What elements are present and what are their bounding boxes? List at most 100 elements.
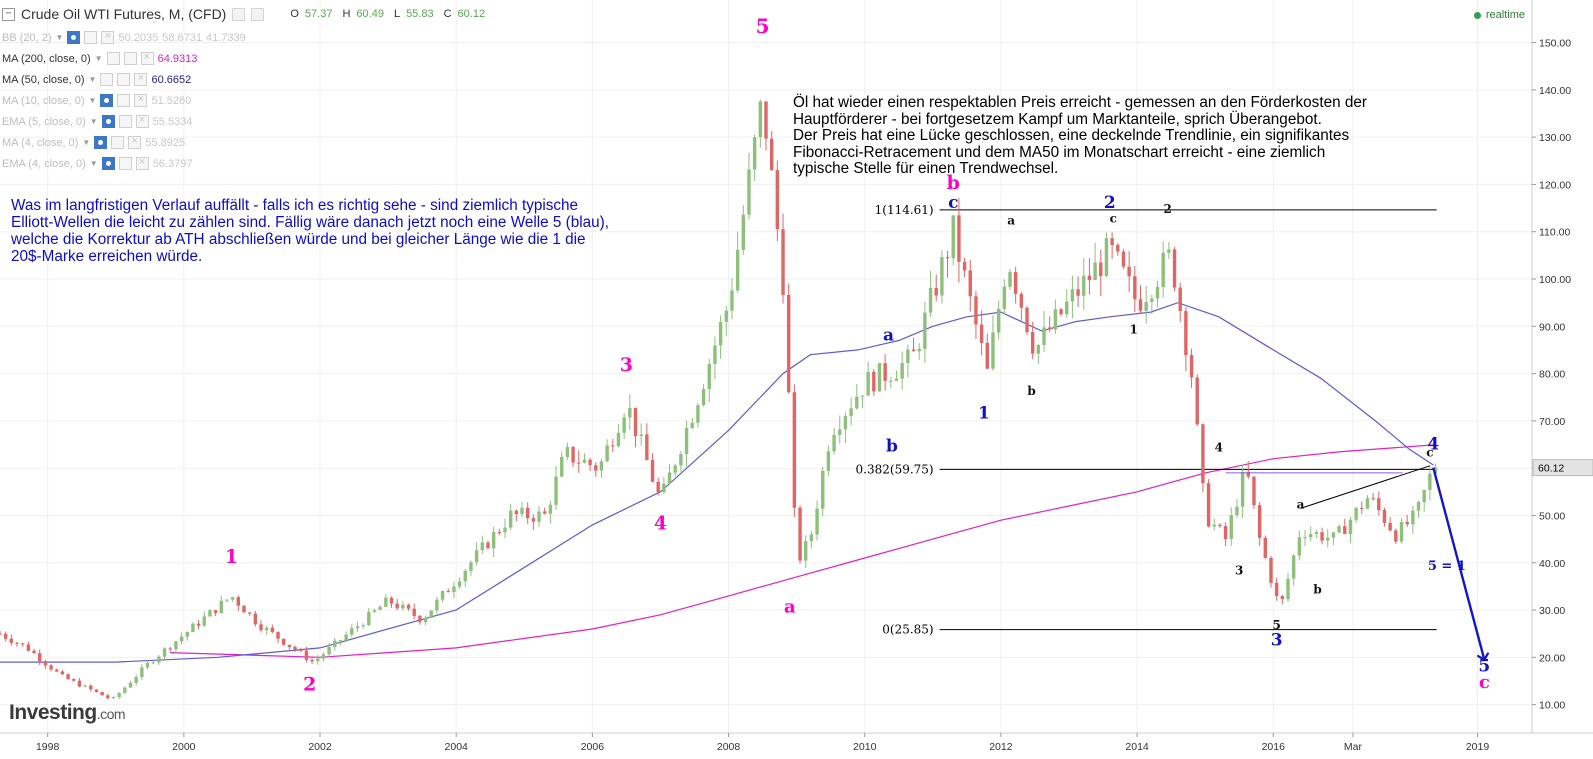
- close-icon[interactable]: [101, 30, 115, 44]
- candle-body: [1240, 471, 1245, 507]
- candle-body: [463, 570, 467, 582]
- candle-body: [1326, 537, 1330, 541]
- settings-icon[interactable]: [123, 52, 137, 65]
- eye-icon[interactable]: [100, 73, 114, 86]
- wave-label: b: [1313, 582, 1321, 596]
- settings-icon[interactable]: [117, 94, 131, 107]
- fib-label: 0(25.85): [882, 623, 933, 637]
- indicator-row-ma50[interactable]: MA (50, close, 0)▼ 60.6652: [2, 72, 191, 86]
- x-tick-label: Mar: [1344, 741, 1363, 753]
- chevron-down-icon[interactable]: ▼: [89, 159, 98, 168]
- indicator-row-ema4[interactable]: EMA (4, close, 0)▼ 56.3797: [2, 156, 192, 170]
- annotation-right: Öl hat wieder einen respektablen Preis e…: [793, 94, 1493, 178]
- candle-body: [66, 674, 70, 680]
- settings-icon[interactable]: [84, 31, 98, 44]
- hide-icon[interactable]: [251, 7, 265, 21]
- candle-body: [117, 693, 121, 698]
- candle-body: [168, 648, 172, 650]
- candle-body: [202, 616, 206, 626]
- candle-body: [1303, 537, 1307, 539]
- indicator-row-ma4[interactable]: MA (4, close, 0)▼ 55.8925: [2, 135, 185, 149]
- candle-body: [452, 586, 456, 592]
- wave-label: b: [947, 172, 960, 194]
- settings-icon[interactable]: [117, 73, 131, 86]
- wave-label: 4: [1215, 441, 1223, 455]
- indicator-row-ema5[interactable]: EMA (5, close, 0)▼ 55.5334: [2, 114, 192, 128]
- candle-body: [1263, 537, 1268, 558]
- candle-body: [605, 445, 609, 462]
- candle-body: [849, 408, 853, 416]
- candle-body: [145, 662, 150, 668]
- chevron-down-icon[interactable]: ▼: [94, 54, 103, 63]
- indicator-row-ma10[interactable]: MA (10, close, 0)▼ 51.5260: [2, 93, 191, 107]
- candle-body: [1161, 252, 1165, 287]
- candle-body: [1252, 476, 1256, 506]
- candle-body: [1048, 327, 1052, 330]
- candle-body: [49, 665, 53, 670]
- eye-icon[interactable]: [101, 115, 115, 128]
- eye-icon[interactable]: [106, 52, 120, 65]
- indicator-row-bb[interactable]: BB (20, 2)▼ 50.2035 58.6731 41.7339: [2, 30, 246, 44]
- collapse-icon[interactable]: −: [2, 7, 15, 21]
- candle-body: [191, 623, 195, 632]
- chevron-down-icon[interactable]: ▼: [88, 75, 97, 84]
- candle-body: [287, 644, 292, 647]
- candle-body: [826, 451, 831, 471]
- eye-icon[interactable]: [101, 157, 115, 170]
- annotation-line: Der Preis hat eine Lücke geschlossen, ei…: [793, 127, 1350, 144]
- settings-icon[interactable]: [118, 115, 132, 128]
- chevron-down-icon[interactable]: ▼: [89, 117, 98, 126]
- candle-body: [520, 507, 524, 515]
- eye-icon[interactable]: [67, 31, 81, 44]
- settings-icon[interactable]: [111, 136, 125, 149]
- candle-body: [911, 349, 916, 352]
- settings-icon[interactable]: [232, 7, 246, 21]
- wave-label: a: [1007, 214, 1015, 228]
- candle-body: [1144, 301, 1148, 311]
- candle-body: [1093, 262, 1097, 281]
- candle-body: [639, 434, 643, 436]
- close-icon[interactable]: [134, 72, 148, 86]
- last-price-tag: [1532, 459, 1593, 477]
- eye-icon[interactable]: [94, 136, 108, 149]
- ohlc-low-value: 55.83: [406, 8, 434, 20]
- y-axis: 10.0020.0030.0040.0050.0060.0070.0080.00…: [1531, 0, 1593, 733]
- candle-body: [900, 362, 904, 379]
- candle-body: [429, 610, 433, 618]
- investing-logo[interactable]: Investing.com: [9, 701, 126, 725]
- last-price-label: 60.12: [1538, 463, 1564, 475]
- eye-icon[interactable]: [100, 94, 114, 107]
- candle-body: [951, 215, 955, 259]
- settings-icon[interactable]: [118, 157, 132, 170]
- wave-label: 3: [1235, 564, 1243, 578]
- close-icon[interactable]: [128, 135, 142, 149]
- title-row: − Crude Oil WTI Futures, M, (CFD) O 57.37…: [2, 6, 489, 22]
- annotation-left: Was im langfristigen Verlauf auffällt - …: [11, 197, 741, 265]
- indicator-row-ma200[interactable]: MA (200, close, 0)▼ 64.9313: [2, 51, 197, 65]
- candle-body: [531, 518, 536, 522]
- ma50-line: [0, 302, 1434, 663]
- chevron-down-icon[interactable]: ▼: [82, 138, 91, 147]
- close-icon[interactable]: [134, 93, 148, 107]
- candle-body: [1167, 249, 1171, 253]
- close-icon[interactable]: [140, 51, 154, 65]
- candle-body: [696, 405, 700, 423]
- candle-body: [588, 459, 592, 466]
- chevron-down-icon[interactable]: ▼: [88, 96, 97, 105]
- annotation-line: Hauptförderer - bei fortgesetzem Kampf u…: [793, 110, 1322, 128]
- candle-body: [395, 603, 399, 609]
- candle-body: [718, 321, 723, 346]
- candle-body: [537, 511, 541, 522]
- wave-label: 3: [620, 354, 633, 376]
- candle-body: [270, 627, 275, 632]
- chevron-down-icon[interactable]: ▼: [55, 33, 64, 42]
- ohlc-low-key: L: [393, 8, 401, 20]
- candle-body: [650, 460, 655, 482]
- close-icon[interactable]: [135, 156, 149, 170]
- candle-body: [525, 507, 530, 519]
- wave-label: 4: [1427, 434, 1439, 454]
- close-icon[interactable]: [135, 114, 149, 128]
- ohlc-open-key: O: [290, 8, 299, 20]
- candle-body: [1189, 355, 1194, 378]
